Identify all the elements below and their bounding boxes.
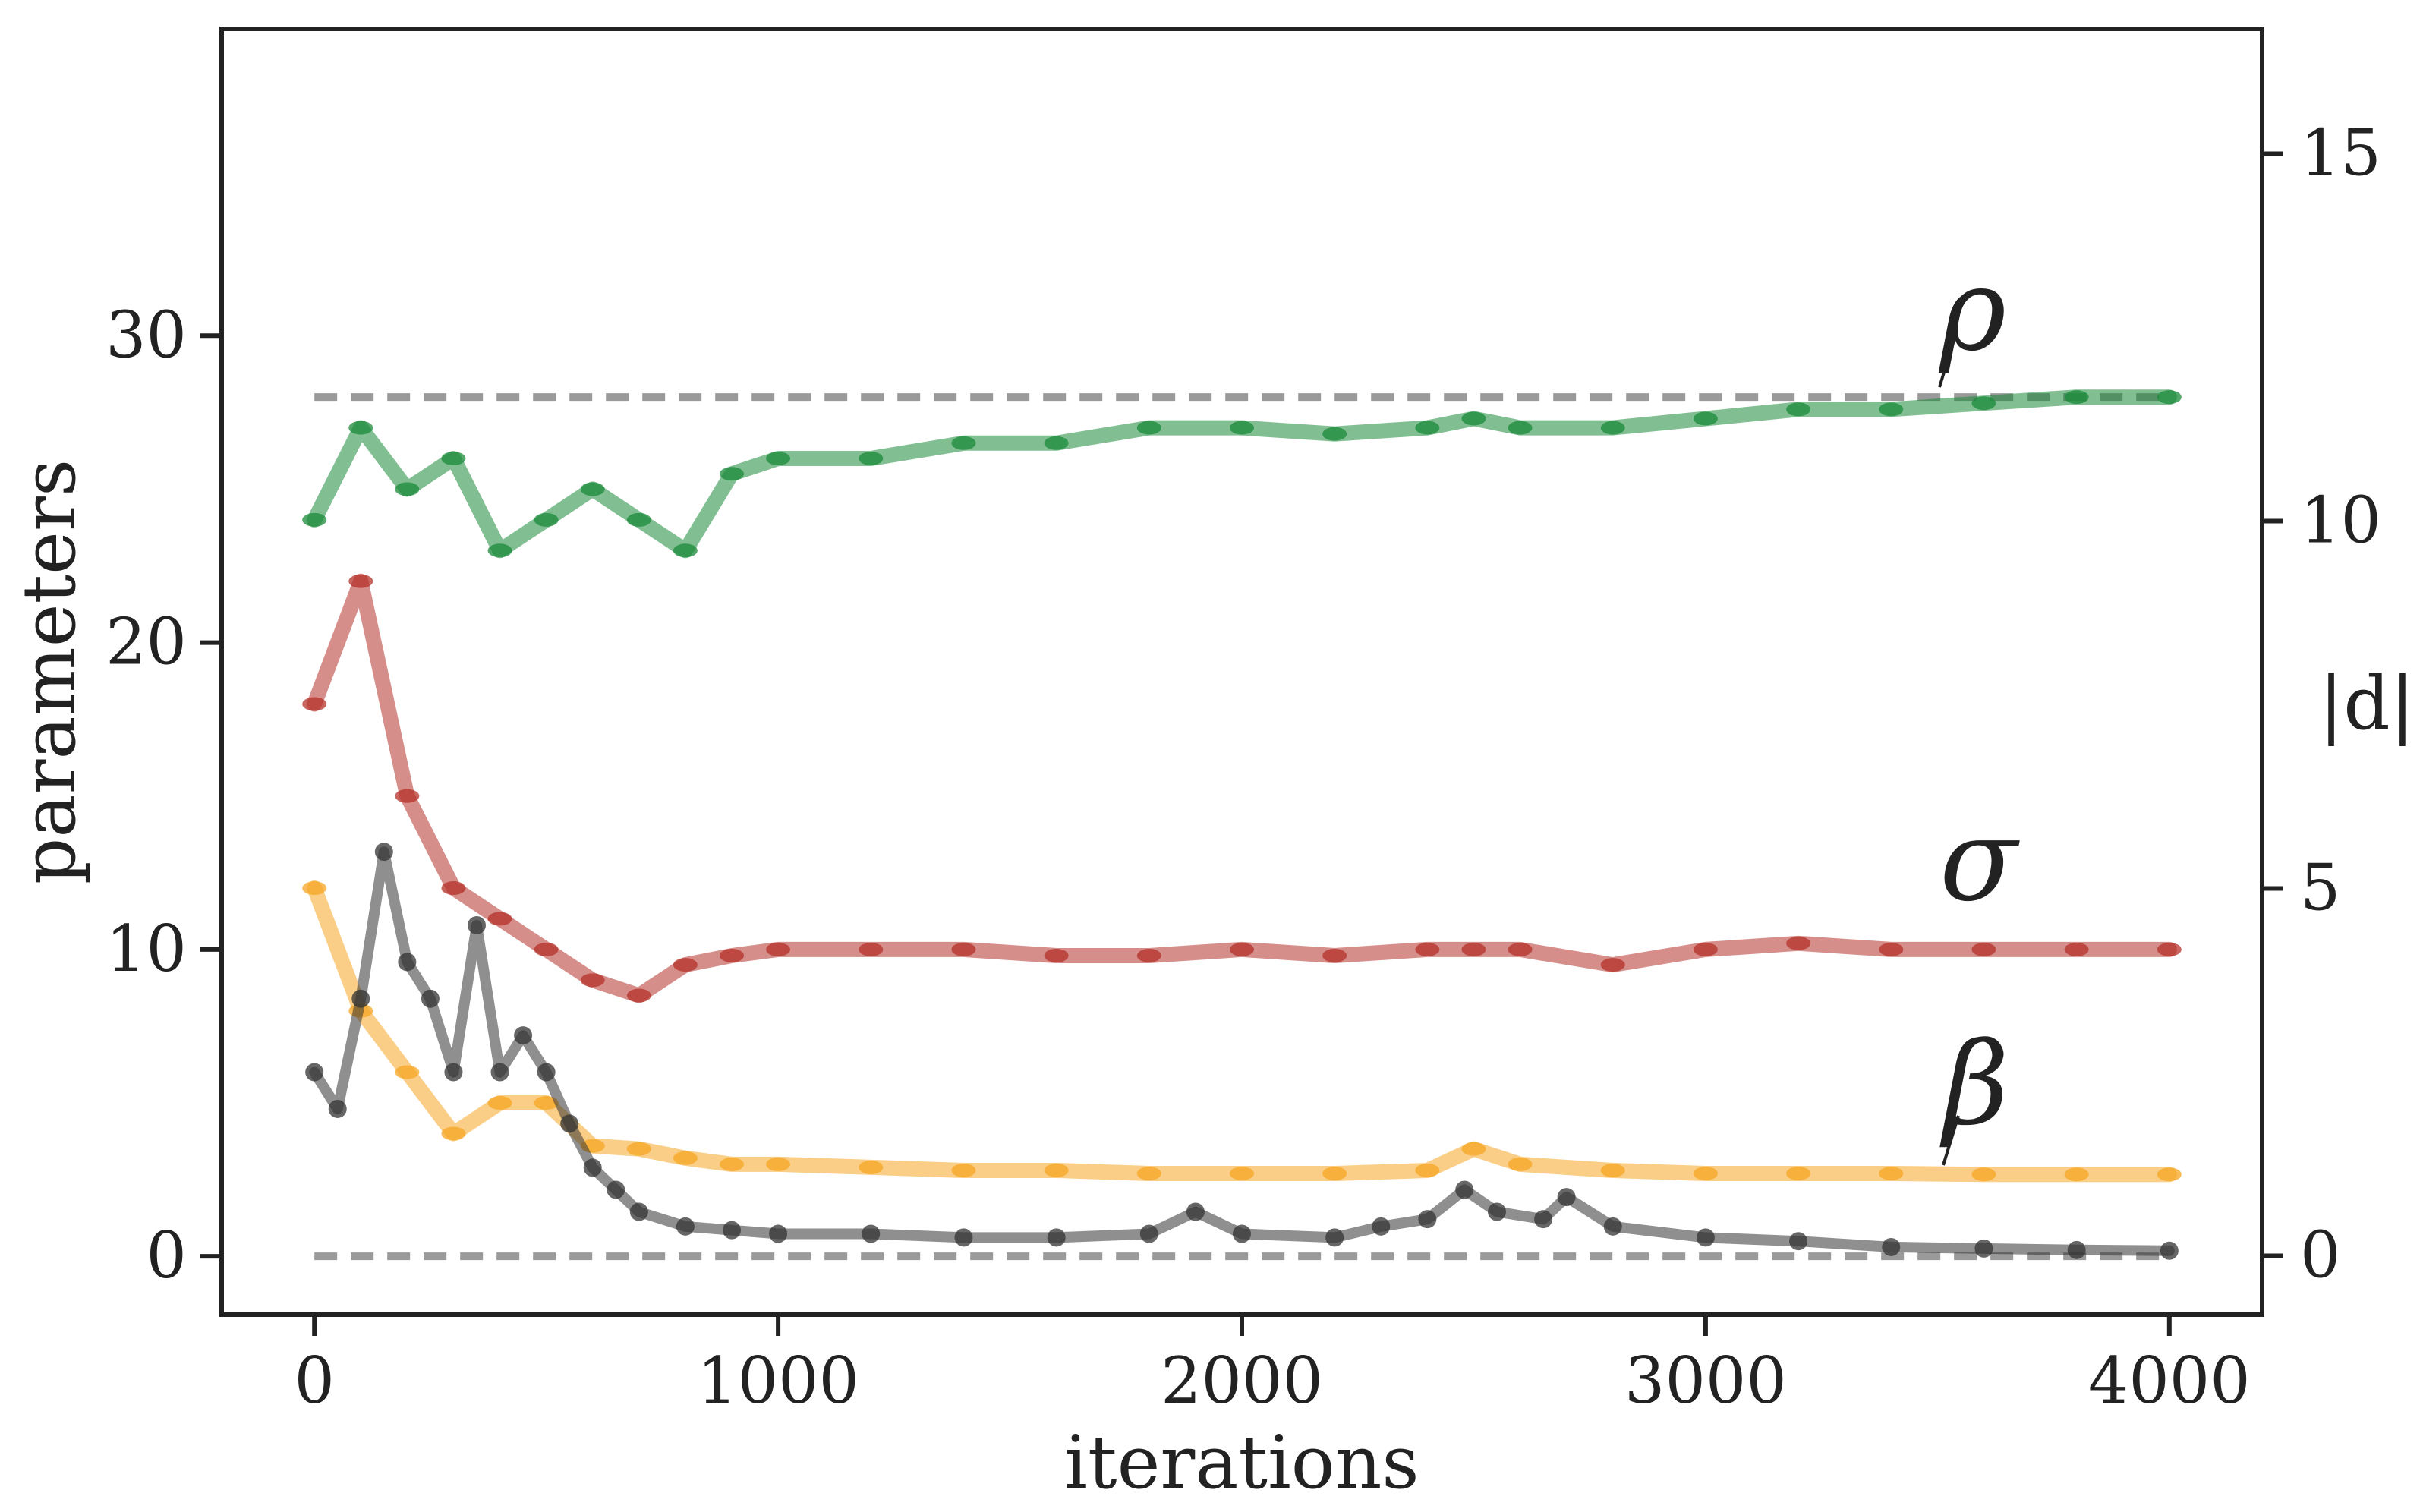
y-tick-label: 0 bbox=[147, 1218, 187, 1293]
series-label-beta: β bbox=[1939, 1019, 2009, 1151]
x-tick-label: 4000 bbox=[2088, 1343, 2251, 1418]
y-tick-label: 30 bbox=[106, 298, 187, 372]
y2-tick-label: 15 bbox=[2300, 116, 2381, 191]
series-label-sigma: σ bbox=[1939, 795, 2020, 927]
y-axis-title: parameters bbox=[7, 459, 92, 884]
series-label-rho-tail bbox=[1938, 337, 1956, 388]
y-axis-right: 0 5 10 15 bbox=[2262, 116, 2381, 1293]
x-tick-label: 1000 bbox=[697, 1343, 859, 1418]
series-3-points bbox=[305, 843, 2179, 1260]
series-2-trace bbox=[307, 880, 2177, 1183]
series-0-points bbox=[302, 389, 2182, 559]
y2-tick-label: 5 bbox=[2300, 851, 2340, 925]
y2-axis-title: |d| bbox=[2319, 661, 2415, 746]
series-0-trace bbox=[307, 389, 2177, 559]
y2-tick-label: 10 bbox=[2300, 484, 2381, 558]
series-labels: ρ σ β bbox=[1938, 244, 2020, 1166]
series-label-beta-tail bbox=[1942, 1115, 1960, 1166]
x-tick-label: 3000 bbox=[1624, 1343, 1787, 1418]
x-tick-label: 0 bbox=[294, 1343, 334, 1418]
x-tick-label: 2000 bbox=[1161, 1343, 1323, 1418]
y-axis-left: 0 10 20 30 bbox=[106, 298, 222, 1293]
series-1-points bbox=[302, 573, 2182, 1003]
x-axis-title: iterations bbox=[1064, 1420, 1419, 1505]
series-1-trace bbox=[307, 573, 2177, 1003]
series-3-trace bbox=[309, 846, 2175, 1256]
reference-lines bbox=[314, 393, 2169, 1261]
data-points bbox=[302, 389, 2182, 1260]
series-2-points bbox=[302, 880, 2182, 1183]
y-tick-label: 10 bbox=[106, 912, 187, 986]
y2-tick-label: 0 bbox=[2300, 1218, 2340, 1293]
x-axis: 0 1000 2000 3000 4000 bbox=[294, 1315, 2251, 1418]
y-tick-label: 20 bbox=[106, 605, 187, 679]
